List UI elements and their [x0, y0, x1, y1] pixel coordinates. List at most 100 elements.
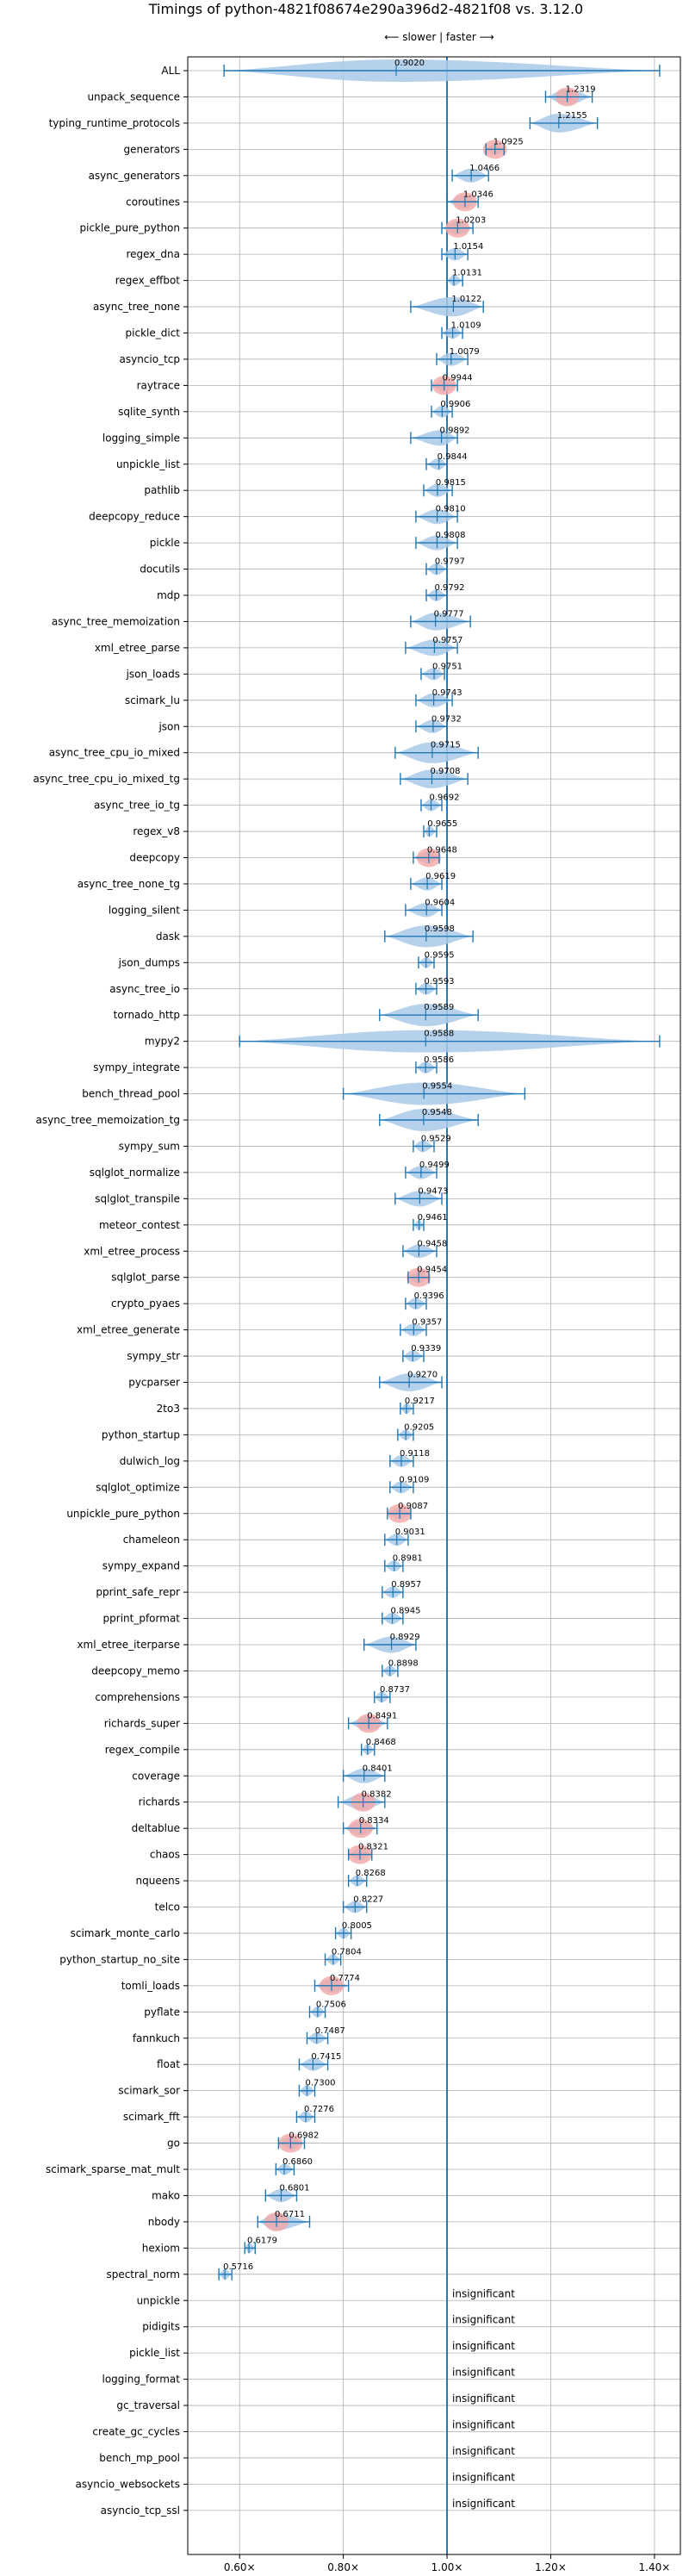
benchmark-label: pickle [150, 537, 180, 549]
y-axis: ALL unpack_sequence typing_runtime_protoco… [33, 65, 188, 2517]
x-tick-label: 1.20× [535, 2561, 567, 2573]
value-label: 0.8382 [362, 1790, 392, 1800]
value-label: 0.9458 [417, 1239, 447, 1248]
insignificant-label: insignificant [452, 2471, 515, 2483]
benchmark-label: dulwich_log [120, 1455, 180, 1467]
value-label: 0.9217 [405, 1397, 435, 1406]
benchmark-label: unpack_sequence [87, 90, 180, 103]
benchmark-label: spectral_norm [106, 2268, 180, 2280]
insignificant-label: insignificant [452, 2445, 515, 2457]
benchmark-label: tomli_loads [121, 1980, 180, 1992]
benchmark-label: xml_etree_generate [77, 1324, 180, 1336]
chart-title: Timings of python-4821f08674e290a396d2-4… [148, 1, 583, 17]
benchmark-label: bench_thread_pool [82, 1088, 180, 1100]
benchmark-label: regex_dna [126, 248, 180, 260]
benchmark-label: deepcopy_memo [91, 1664, 180, 1677]
benchmark-label: xml_etree_iterparse [77, 1639, 180, 1651]
value-label: 0.9810 [436, 505, 466, 514]
benchmark-label: json_dumps [118, 956, 180, 968]
benchmark-label: asyncio_tcp [119, 353, 180, 365]
plot-frame [187, 56, 681, 2555]
benchmark-label: sympy_integrate [93, 1061, 180, 1073]
insignificant-label: insignificant [452, 2419, 515, 2431]
value-label: 0.6982 [289, 2131, 319, 2141]
benchmark-label: deltablue [132, 1822, 180, 1834]
value-label: 0.9792 [435, 583, 465, 593]
benchmark-label: regex_effbot [115, 275, 181, 287]
value-label: 0.6711 [275, 2210, 305, 2219]
value-label: 0.7487 [315, 2026, 345, 2036]
benchmark-label: xml_etree_process [84, 1245, 180, 1257]
value-label: 0.7415 [311, 2052, 341, 2062]
value-label: 0.9473 [418, 1186, 448, 1196]
benchmark-label: async_tree_memoization_tg [36, 1114, 180, 1126]
value-label: 0.8227 [353, 1895, 383, 1905]
benchmark-label: mypy2 [145, 1036, 180, 1048]
benchmark-label: scimark_sor [118, 2085, 180, 2097]
value-label: 1.0079 [450, 347, 480, 357]
value-label: 0.9655 [427, 819, 457, 829]
benchmark-label: coroutines [126, 196, 180, 208]
benchmark-label: dask [156, 930, 180, 943]
benchmark-label: bench_mp_pool [99, 2452, 180, 2464]
value-label: 0.9743 [432, 688, 462, 698]
value-label: 0.7506 [316, 2000, 346, 2009]
insignificant-label: insignificant [452, 2340, 515, 2352]
value-label: 0.9844 [438, 452, 468, 462]
value-label: 0.9031 [395, 1528, 425, 1537]
value-label: 0.9715 [431, 741, 461, 750]
benchmark-label: unpickle_list [116, 458, 180, 470]
benchmark-label: coverage [132, 1770, 180, 1782]
benchmark-label: pprint_safe_repr [96, 1586, 180, 1598]
value-label: 0.8268 [356, 1869, 386, 1878]
benchmark-label: pycparser [128, 1377, 180, 1389]
benchmark-label: 2to3 [157, 1403, 180, 1415]
benchmark-label: json_loads [126, 668, 180, 680]
benchmark-label: mako [152, 2189, 180, 2201]
benchmark-label: chaos [150, 1849, 180, 1861]
benchmark-label: pidigits [142, 2321, 180, 2333]
benchmark-label: scimark_sparse_mat_mult [46, 2163, 180, 2175]
value-label: 0.9586 [424, 1055, 454, 1065]
benchmark-label: pathlib [144, 484, 180, 496]
insignificant-label: insignificant [452, 2498, 515, 2510]
value-label: 0.9808 [435, 531, 465, 540]
value-label: 0.8981 [393, 1554, 423, 1564]
benchmark-label: async_tree_none_tg [78, 878, 180, 890]
benchmark-label: async_tree_cpu_io_mixed_tg [33, 773, 180, 785]
benchmark-label: asyncio_tcp_ssl [101, 2504, 180, 2517]
value-label: 0.8401 [363, 1764, 393, 1773]
value-label: 0.8957 [391, 1580, 421, 1590]
benchmark-label: raytrace [137, 379, 180, 391]
benchmark-label: deepcopy_reduce [89, 511, 180, 523]
value-label: 0.9598 [425, 924, 455, 934]
value-label: 0.7300 [305, 2079, 335, 2088]
value-label: 1.2155 [557, 111, 587, 121]
value-label: 0.9906 [440, 400, 470, 409]
value-label: 0.9708 [430, 767, 460, 776]
x-tick-label: 1.40× [639, 2561, 671, 2573]
benchmark-label: generators [123, 143, 180, 155]
value-label: 0.9205 [404, 1422, 434, 1432]
value-label: 1.0203 [456, 216, 486, 226]
benchmark-label: regex_compile [105, 1744, 180, 1756]
value-label: 1.0109 [451, 321, 481, 331]
x-tick-label: 1.00× [431, 2561, 463, 2573]
benchmark-label: richards_super [104, 1717, 180, 1729]
value-label: 0.9270 [407, 1371, 438, 1380]
value-label: 1.0925 [493, 137, 524, 146]
value-label: 0.9732 [431, 714, 462, 724]
value-label: 0.9815 [436, 478, 466, 488]
value-label: 0.8929 [390, 1633, 420, 1642]
value-label: 0.9595 [425, 950, 455, 960]
benchmark-label: sympy_expand [102, 1560, 180, 1572]
plot-marks: 0.9020 1.2319 1.2155 1.0925 1.0466 1.0346 1.02… [218, 57, 661, 2554]
benchmark-label: richards [139, 1796, 180, 1808]
x-tick-label: 0.80× [327, 2561, 359, 2573]
value-label: 0.9499 [419, 1160, 450, 1170]
value-label: 0.6179 [247, 2236, 277, 2245]
value-label: 0.9357 [412, 1318, 442, 1328]
value-label: 0.9548 [422, 1108, 452, 1117]
